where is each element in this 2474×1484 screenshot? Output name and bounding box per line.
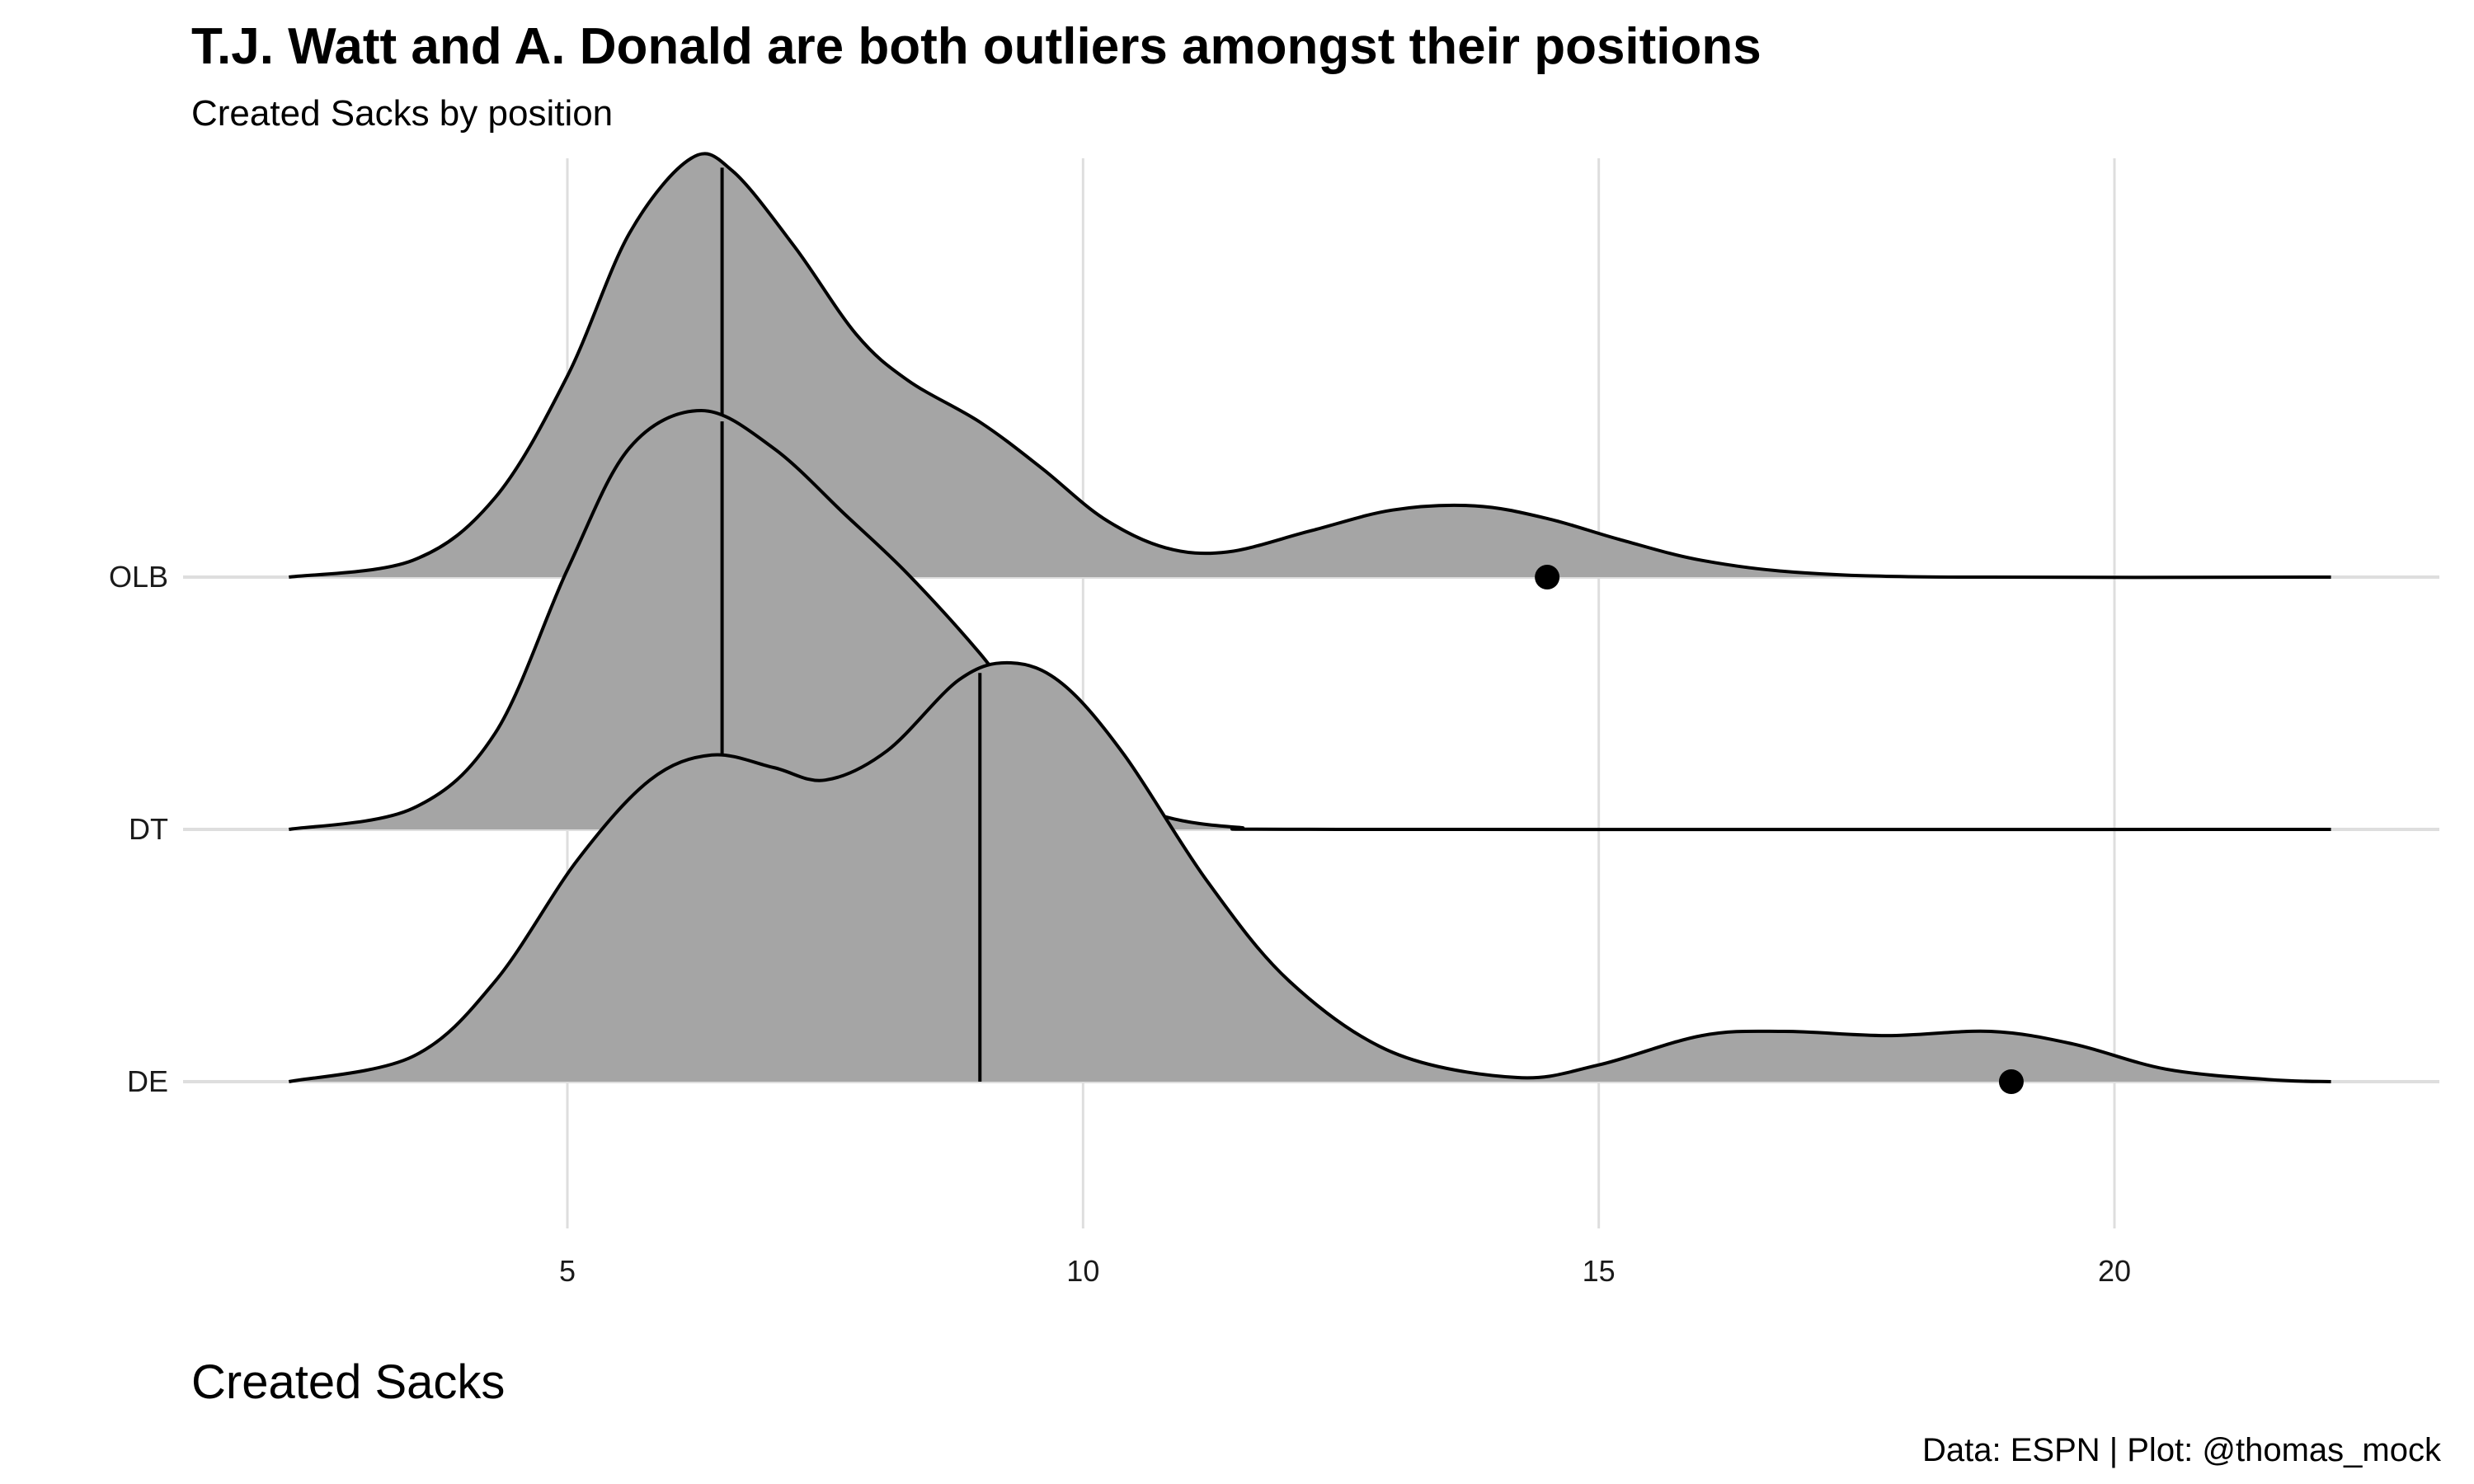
ridge-layer: [288, 152, 2331, 1094]
density-line-de: [288, 660, 2331, 1083]
axis-layer: OLB DT DE 5 10 15 20: [109, 560, 2131, 1288]
x-tick-label-10: 10: [1066, 1254, 1099, 1288]
chart-title: T.J. Watt and A. Donald are both outlier…: [191, 18, 1761, 75]
ridge-de: [288, 660, 2331, 1094]
chart-subtitle: Created Sacks by position: [191, 93, 614, 134]
density-line-olb: [289, 152, 2331, 580]
highlight-point-de: [1998, 1069, 2024, 1094]
density-fill-dt: [289, 411, 2331, 830]
y-tick-label-olb: OLB: [109, 560, 168, 594]
highlight-point-olb: [1535, 565, 1560, 589]
y-tick-label-dt: DT: [129, 812, 168, 846]
x-tick-label-20: 20: [2098, 1254, 2131, 1288]
x-axis-title: Created Sacks: [191, 1355, 506, 1409]
chart-caption: Data: ESPN | Plot: @thomas_mock: [1921, 1432, 2441, 1468]
x-tick-label-15: 15: [1583, 1254, 1616, 1288]
density-line-dt: [288, 408, 2331, 832]
density-fill-de: [289, 662, 2331, 1082]
x-tick-label-5: 5: [559, 1254, 576, 1288]
y-tick-label-de: DE: [127, 1064, 168, 1098]
